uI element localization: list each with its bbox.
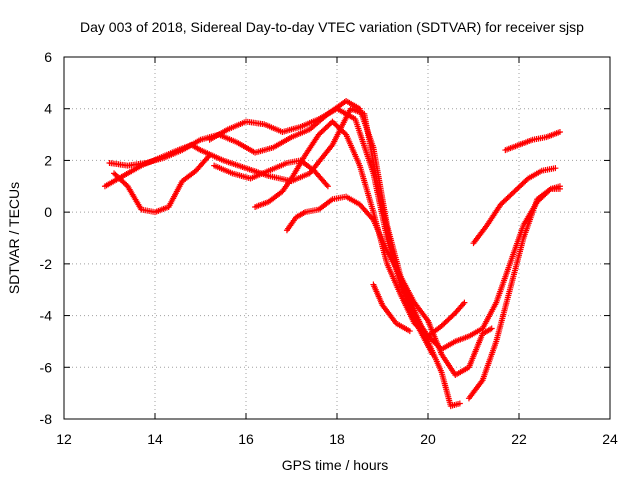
- data-point: [456, 400, 463, 407]
- y-tick-label: 2: [44, 152, 52, 168]
- series-arc-8: [370, 281, 413, 335]
- x-axis-label: GPS time / hours: [282, 457, 389, 473]
- y-tick-label: -2: [40, 256, 53, 272]
- y-tick-label: -4: [40, 308, 53, 324]
- series-arc-10: [502, 128, 563, 154]
- data-marks: [101, 97, 563, 410]
- x-tick-label: 12: [56, 431, 72, 447]
- y-tick-label: 4: [44, 101, 52, 117]
- x-tick-label: 16: [238, 431, 254, 447]
- y-tick-label: -8: [40, 411, 53, 427]
- y-tick-label: -6: [40, 359, 53, 375]
- data-point: [206, 152, 213, 159]
- x-tick-label: 20: [420, 431, 436, 447]
- series-arc-5: [211, 157, 331, 190]
- series-arc-9: [470, 165, 559, 247]
- chart-title: Day 003 of 2018, Sidereal Day-to-day VTE…: [80, 19, 584, 35]
- x-tick-label: 18: [329, 431, 345, 447]
- data-point: [523, 176, 530, 183]
- y-axis-label: SDTVAR / TECUs: [6, 182, 22, 294]
- y-tick-label: 6: [44, 49, 52, 65]
- x-tick-label: 14: [147, 431, 163, 447]
- data-point: [461, 299, 468, 306]
- series-arc-7: [283, 193, 495, 379]
- series-arc-3: [111, 152, 213, 216]
- series-arc-6: [252, 118, 468, 340]
- data-point: [556, 185, 563, 192]
- data-point: [450, 311, 457, 318]
- data-point: [324, 183, 331, 190]
- x-tick-label: 22: [511, 431, 527, 447]
- y-tick-label: 0: [44, 204, 52, 220]
- data-point: [552, 165, 559, 172]
- data-point: [488, 325, 495, 332]
- series-arc-11: [465, 185, 563, 402]
- data-point: [341, 130, 348, 137]
- data-point: [556, 128, 563, 135]
- series-arc-2: [106, 97, 463, 410]
- x-tick-label: 24: [602, 431, 618, 447]
- data-point: [406, 328, 413, 335]
